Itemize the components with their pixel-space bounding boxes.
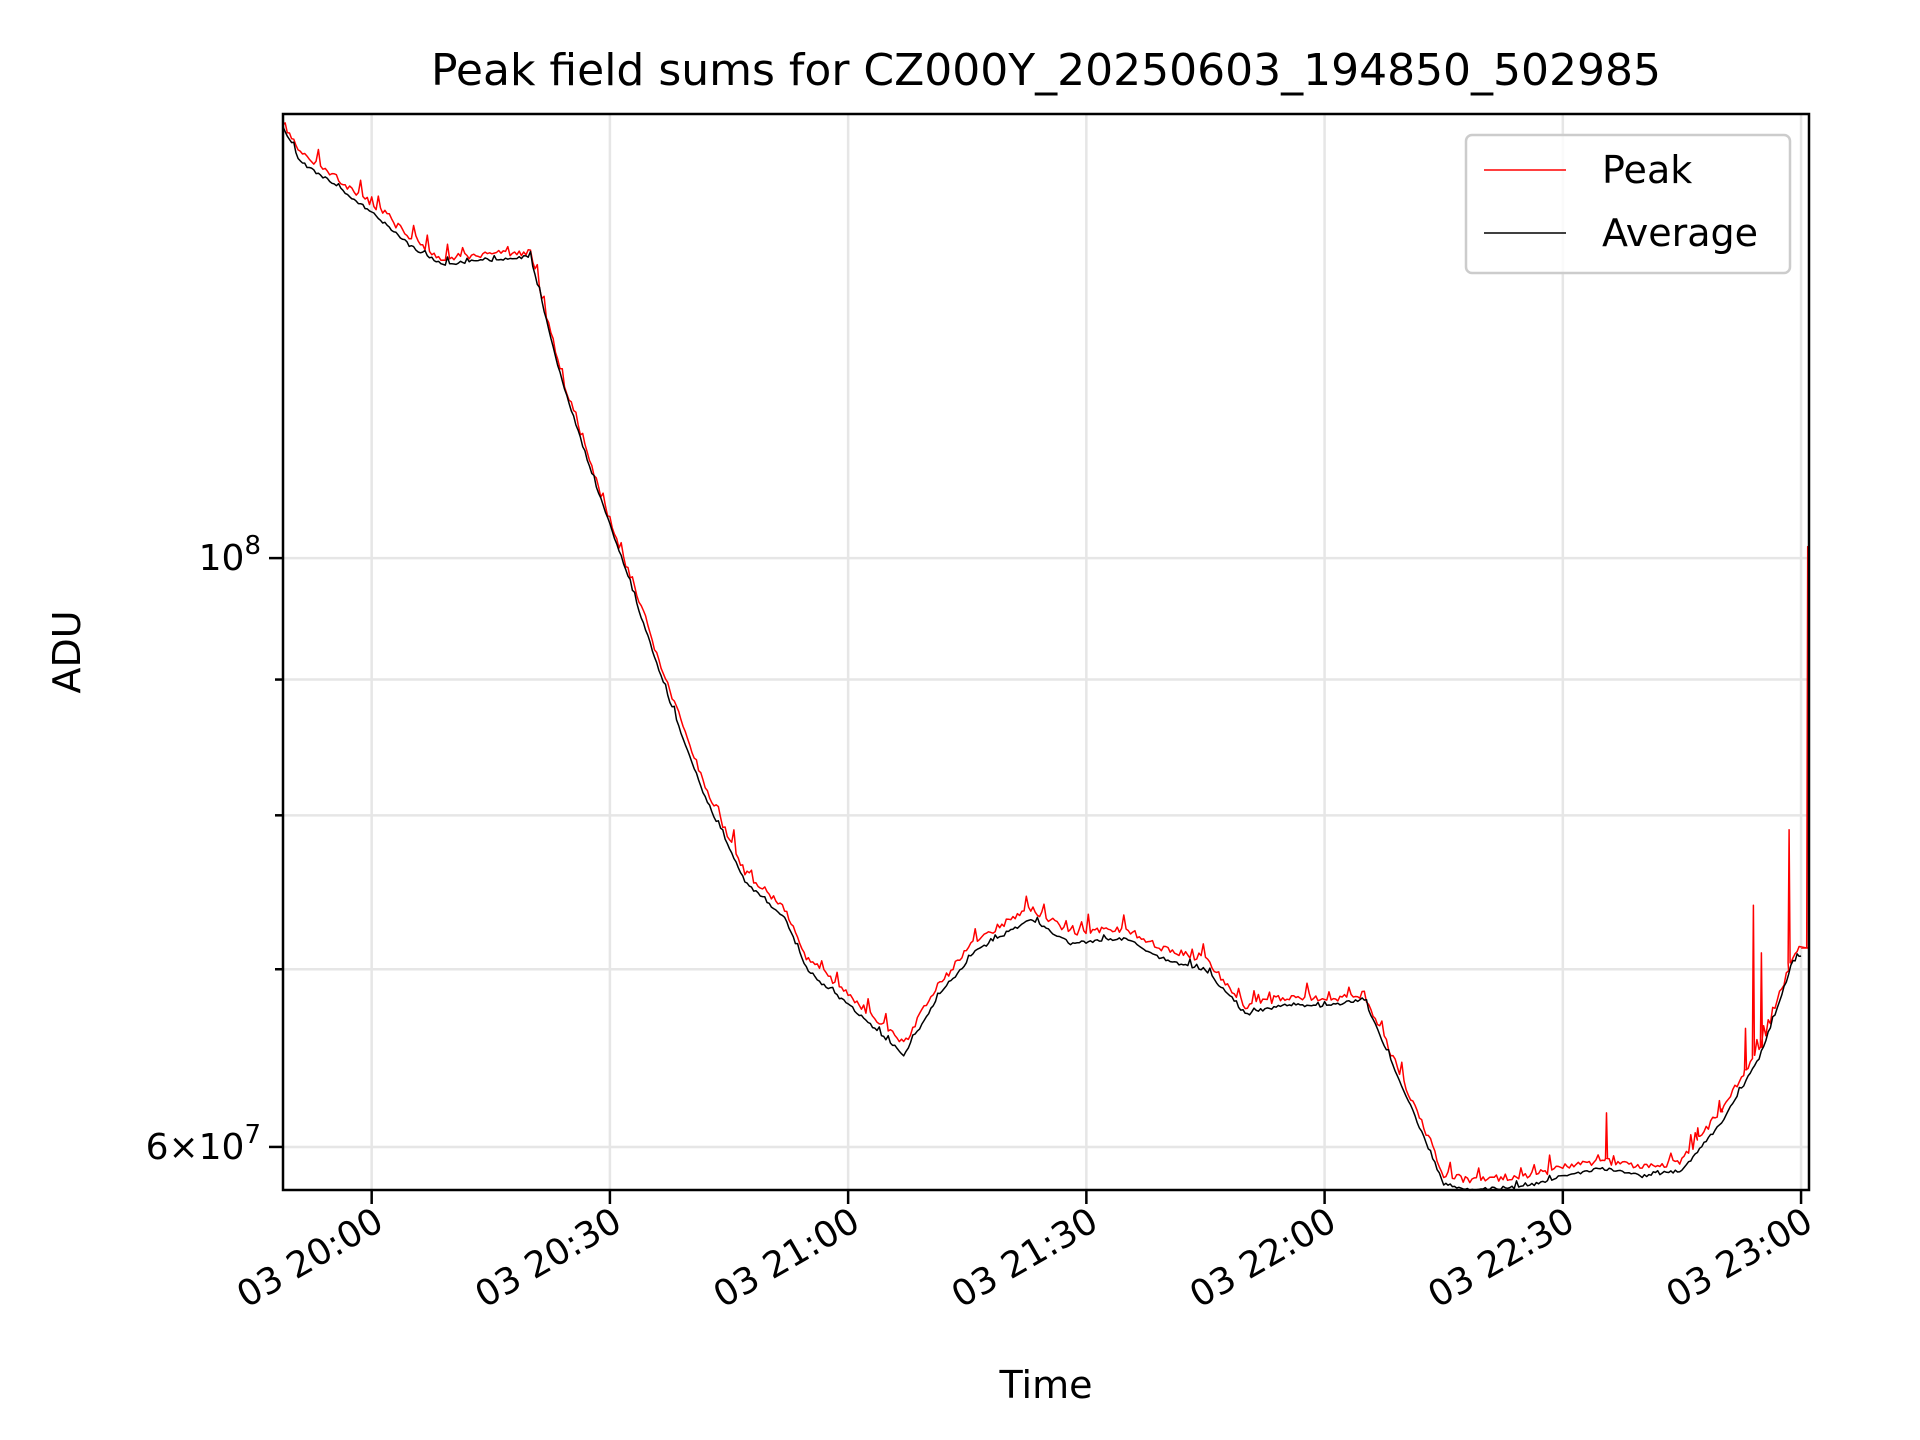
y-axis: 6×107 108 [146,531,283,1168]
grid [283,114,1809,1190]
series-line-average [282,126,1802,1192]
x-tick-label: 03 20:30 [468,1200,628,1316]
x-axis-label: Time [999,1363,1093,1407]
legend-label-average: Average [1602,211,1758,255]
x-tick-label: 03 23:00 [1660,1200,1820,1316]
plot-frame [281,112,1811,1192]
y-tick-label: 108 [199,531,261,579]
y-tick-label: 6×107 [146,1120,261,1168]
x-tick-label: 03 21:00 [707,1200,867,1316]
series-line-peak [282,122,1810,1184]
x-tick-label: 03 22:00 [1183,1200,1343,1316]
series-layer [282,122,1810,1192]
x-axis: 03 20:00 03 20:30 03 21:00 03 21:30 03 22:00… [230,1190,1820,1316]
x-tick-label: 03 22:30 [1421,1200,1581,1316]
chart-title: Peak field sums for CZ000Y_20250603_1948… [431,45,1661,96]
y-axis-label: ADU [45,610,89,693]
legend: Peak Average [1464,133,1792,275]
x-tick-label: 03 20:00 [230,1200,390,1316]
x-tick-label: 03 21:30 [945,1200,1105,1316]
legend-label-peak: Peak [1602,148,1692,192]
